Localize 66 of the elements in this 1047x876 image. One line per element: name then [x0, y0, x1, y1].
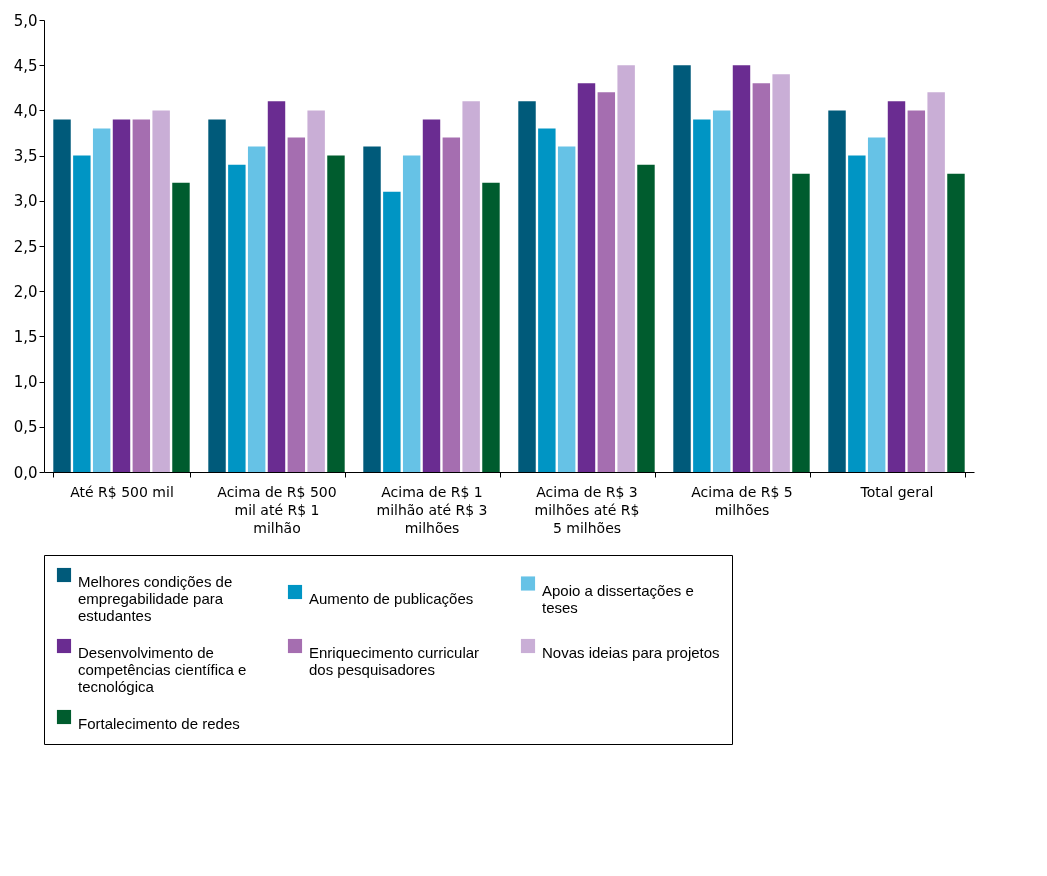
bar	[307, 110, 325, 472]
y-tick-label: 0,5	[13, 418, 38, 437]
bar	[557, 146, 576, 472]
bar	[208, 119, 226, 472]
legend-label: Desenvolvimento de competências científica e tecnológica	[78, 644, 247, 695]
bar	[482, 182, 500, 472]
bar	[327, 155, 345, 472]
bar	[907, 110, 926, 472]
legend-label: Novas ideias para projetos	[542, 644, 720, 661]
bar	[947, 173, 965, 472]
bar	[732, 65, 751, 472]
bar	[383, 191, 401, 472]
bar	[112, 119, 131, 472]
bar	[267, 101, 286, 472]
bar	[712, 110, 731, 472]
x-tick-label: Acima de R$ 3 milhões até R$ 5 milhões	[534, 483, 640, 536]
x-tick-label: Acima de R$ 1 milhão até R$ 3 milhões	[376, 483, 488, 536]
bar	[92, 128, 111, 472]
bar	[792, 173, 810, 472]
bar	[577, 83, 596, 472]
bar	[772, 74, 790, 472]
bar	[73, 155, 91, 472]
y-tick-label: 2,5	[13, 237, 38, 256]
bar	[363, 146, 381, 472]
bar	[228, 164, 246, 472]
bar	[927, 92, 945, 472]
y-tick-label: 1,5	[13, 327, 38, 346]
x-tick-label: Até R$ 500 mil	[70, 483, 174, 500]
bar	[752, 83, 771, 472]
y-tick-label: 4,5	[13, 56, 38, 75]
bar	[848, 155, 866, 472]
bar	[518, 101, 536, 472]
bar	[247, 146, 266, 472]
y-tick-label: 2,0	[13, 282, 38, 301]
bar	[402, 155, 421, 472]
legend-label: Enriquecimento curricular dos pesquisadores	[309, 644, 480, 678]
x-tick-label: Acima de R$ 500 mil até R$ 1 milhão	[217, 483, 337, 536]
bar	[422, 119, 441, 472]
y-tick-label: 4,0	[13, 101, 38, 120]
bar	[538, 128, 556, 472]
legend-label: Fortalecimento de redes	[78, 715, 240, 732]
x-tick-label: Total geral	[859, 483, 934, 500]
bar	[132, 119, 151, 472]
y-tick-label: 5,0	[13, 11, 38, 30]
bar	[287, 137, 306, 472]
bar	[887, 101, 906, 472]
bar	[867, 137, 886, 472]
legend-label: Melhores condições de empregabilidade para estudantes	[78, 573, 233, 624]
bar	[637, 164, 655, 472]
bar	[462, 101, 480, 472]
bar	[828, 110, 846, 472]
y-tick-label: 3,0	[13, 192, 38, 211]
bar	[693, 119, 711, 472]
bar	[617, 65, 635, 472]
bar	[172, 182, 190, 472]
bar	[442, 137, 461, 472]
bar	[53, 119, 71, 472]
y-tick-label: 3,5	[13, 147, 38, 166]
bar	[152, 110, 170, 472]
bar	[597, 92, 616, 472]
legend-label: Apoio a dissertações e teses	[542, 581, 694, 616]
legend-label: Aumento de publicações	[309, 590, 474, 607]
bar	[673, 65, 691, 472]
x-tick-label: Acima de R$ 5 milhões	[691, 483, 793, 518]
y-tick-label: 1,0	[13, 373, 38, 392]
y-tick-label: 0,0	[13, 463, 38, 482]
